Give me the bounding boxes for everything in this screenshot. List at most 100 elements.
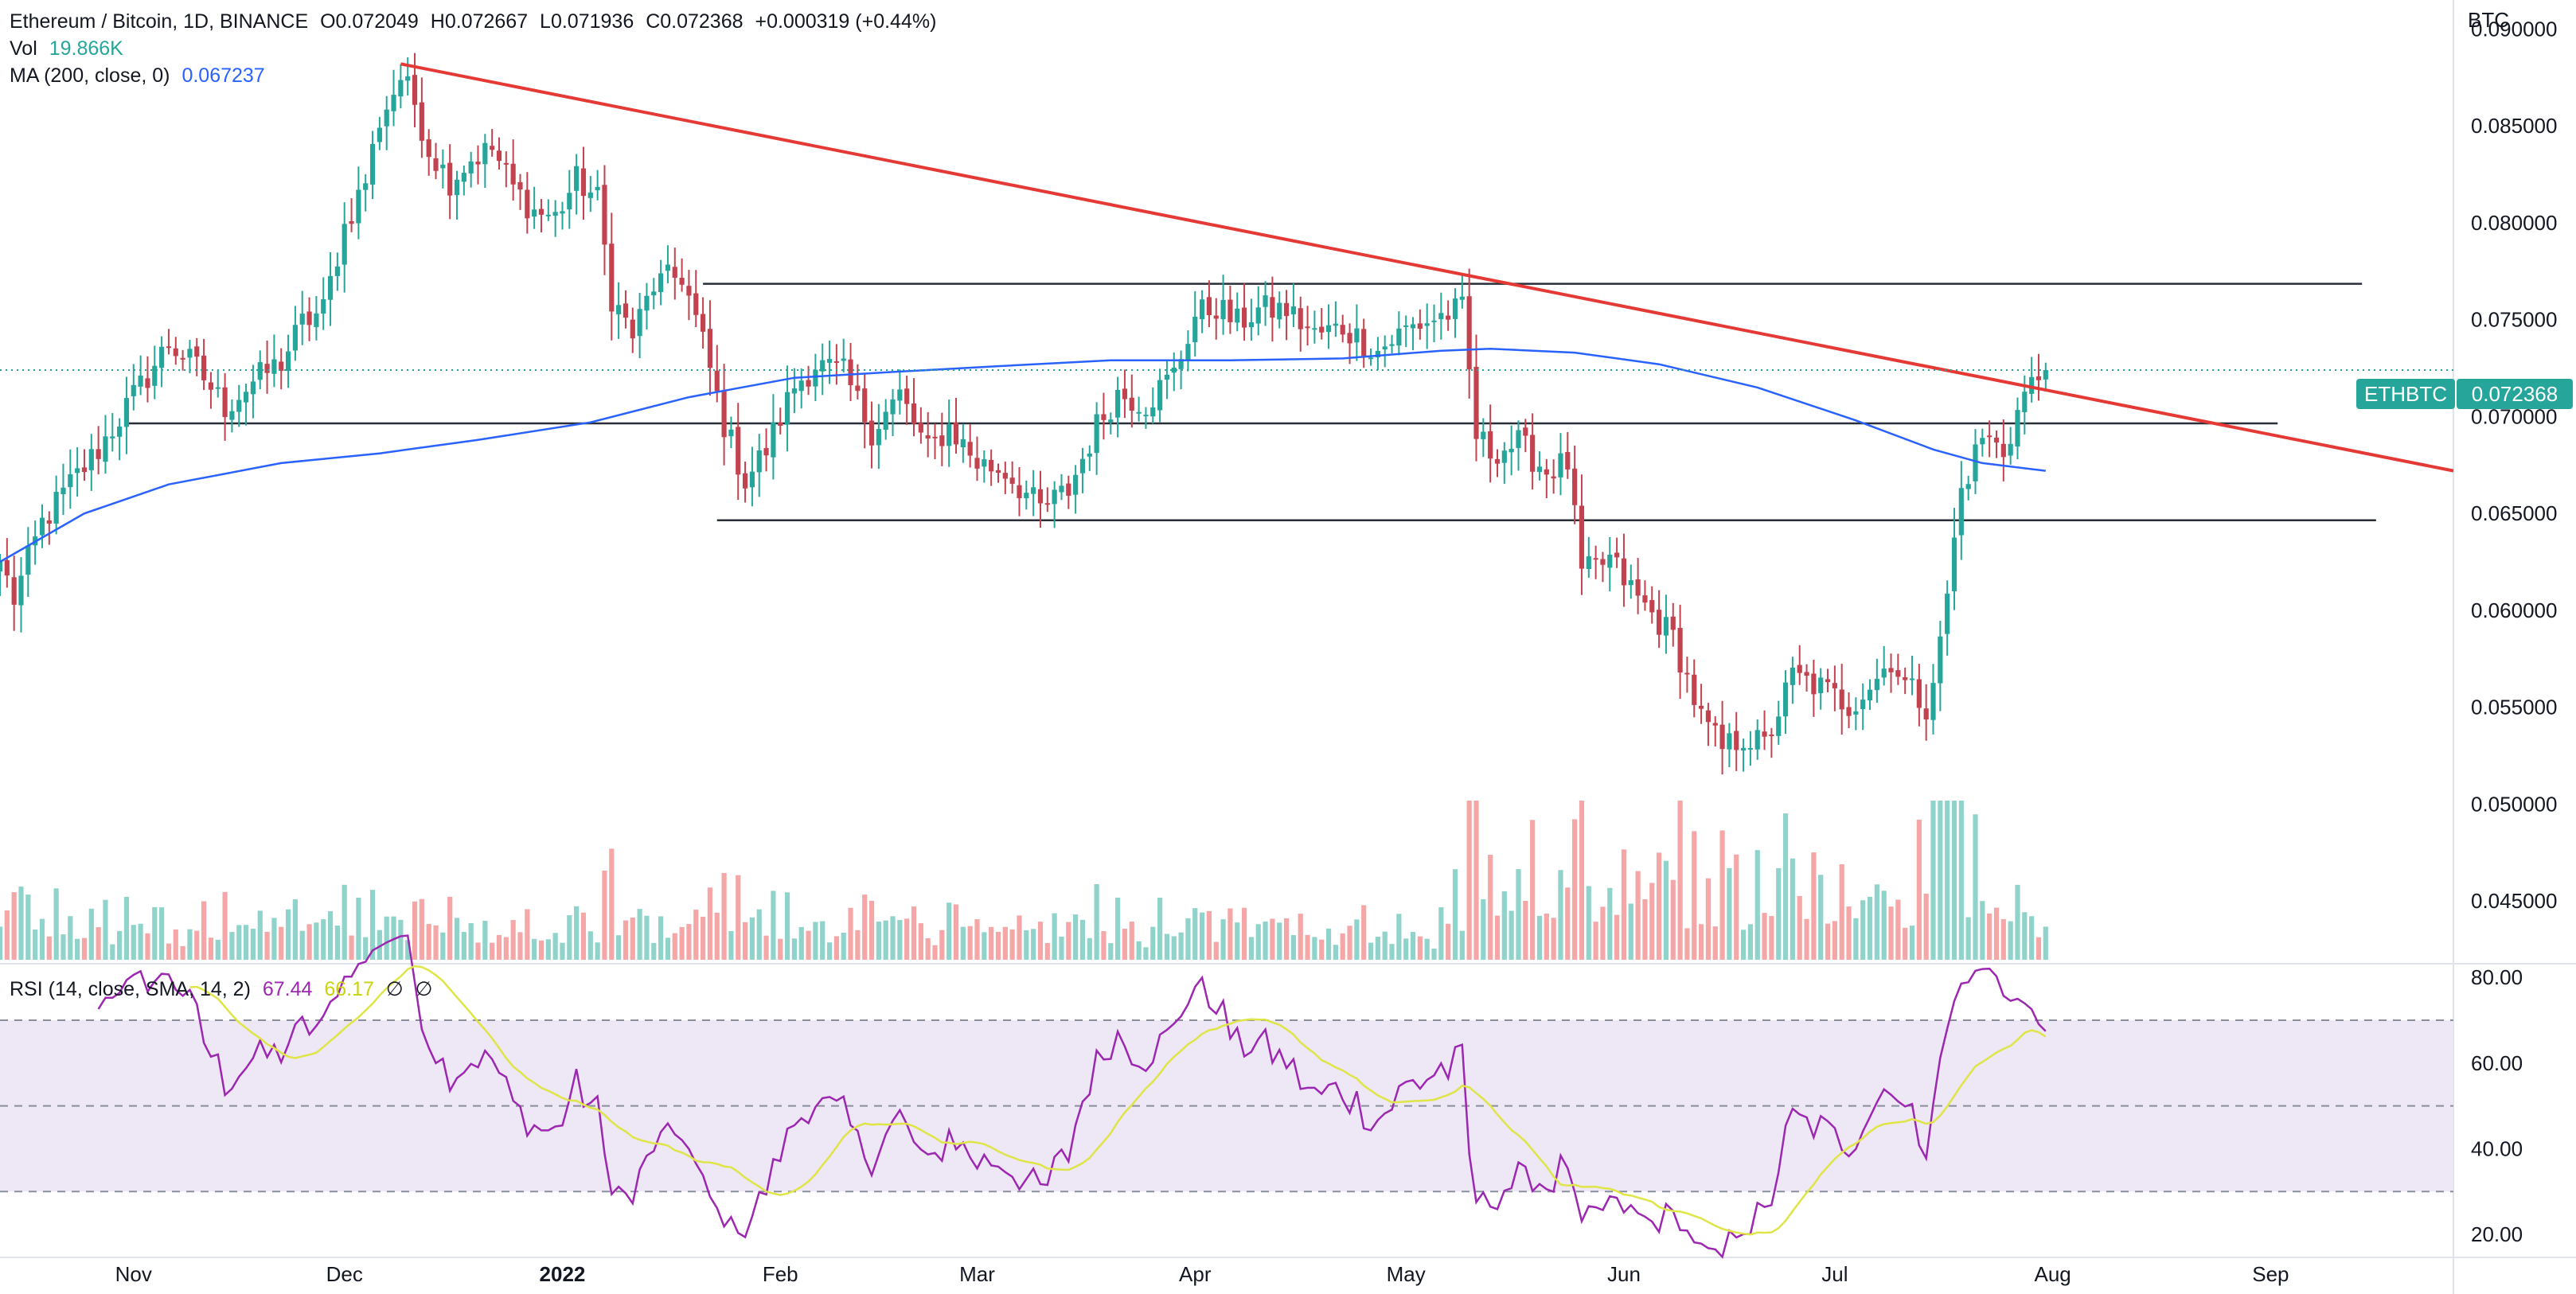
volume-bar <box>721 872 727 960</box>
volume-bar <box>1347 926 1352 960</box>
candle-body <box>482 142 488 165</box>
candle-body <box>1923 708 1929 720</box>
volume-bar <box>1860 900 1866 960</box>
candle-body <box>841 358 846 361</box>
candle-body <box>1108 419 1114 423</box>
candle-body <box>1551 476 1556 479</box>
candle-body <box>1727 733 1732 750</box>
candle-body <box>939 435 945 446</box>
volume-bar <box>53 888 59 960</box>
candle-body <box>2043 370 2048 380</box>
time-tick-label: Nov <box>115 1262 152 1286</box>
volume-bar <box>532 938 537 960</box>
volume-bar <box>2015 884 2020 960</box>
volume-bar <box>145 933 150 960</box>
volume-bar <box>1747 924 1753 960</box>
volume-bar <box>1424 938 1430 960</box>
candle-body <box>377 127 382 142</box>
volume-bar <box>194 930 200 960</box>
candle-body <box>1206 297 1212 315</box>
volume-bar <box>1375 937 1380 960</box>
volume-bar <box>552 933 558 960</box>
candle-body <box>1424 323 1430 326</box>
legend-rsi: RSI (14, close, SMA, 14, 2) 67.44 66.17 … <box>10 976 439 1003</box>
volume-bar <box>1396 914 1402 960</box>
volume-bar <box>468 922 474 960</box>
rsi-tick-label: 80.00 <box>2471 965 2523 989</box>
candle-body <box>883 411 888 431</box>
legend-high: H0.072667 <box>430 10 529 33</box>
volume-bar <box>848 907 853 960</box>
candle-body <box>623 303 629 318</box>
candle-body <box>1565 451 1571 470</box>
volume-bar <box>398 919 404 960</box>
candle-body <box>405 76 411 81</box>
volume-bar <box>236 925 242 960</box>
candle-body <box>25 545 31 575</box>
volume-bar <box>81 937 88 960</box>
volume-bar <box>1206 910 1212 960</box>
candle-body <box>1438 313 1444 320</box>
candle-body <box>1143 415 1149 417</box>
candle-body <box>250 381 256 395</box>
volume-bar <box>173 929 178 960</box>
candle-body <box>152 365 158 386</box>
candle-body <box>1965 484 1971 489</box>
volume-bar <box>960 926 966 960</box>
candle-body <box>1488 431 1493 459</box>
volume-bar <box>1452 869 1458 960</box>
volume-bar <box>967 926 973 960</box>
candle-body <box>1536 466 1543 473</box>
candle-body <box>103 436 108 462</box>
candle-body <box>560 211 565 214</box>
volume-bar <box>672 933 677 960</box>
volume-bar <box>1501 891 1507 960</box>
volume-bar <box>1228 908 1233 960</box>
volume-bar <box>1712 926 1718 960</box>
candle-body <box>1059 485 1064 493</box>
candle-body <box>1375 350 1380 358</box>
candle-body <box>1684 672 1690 675</box>
candle-body <box>1305 326 1310 329</box>
candle-body <box>714 370 720 392</box>
volume-bar <box>1586 886 1591 960</box>
candle-body <box>1452 298 1458 319</box>
candle-body <box>525 189 530 219</box>
volume-bar <box>1762 913 1767 960</box>
candle-body <box>1881 668 1887 678</box>
candle-body <box>468 161 474 173</box>
volume-bar <box>131 925 136 960</box>
volume-bar <box>75 938 80 960</box>
volume-bar <box>1129 922 1134 960</box>
candle-body <box>693 293 699 315</box>
volume-bar <box>890 916 896 960</box>
volume-bar <box>1839 864 1844 960</box>
candle-body <box>876 429 881 446</box>
candle-body <box>1298 308 1303 329</box>
volume-bar <box>1446 923 1451 960</box>
volume-bar <box>517 932 523 960</box>
legend-open: O0.072049 <box>320 10 419 33</box>
candle-body <box>595 186 600 191</box>
volume-bar <box>1002 926 1008 960</box>
candle-body <box>1079 458 1086 474</box>
volume-bar <box>974 919 980 960</box>
volume-bar <box>1719 830 1725 960</box>
volume-bar <box>68 916 73 960</box>
volume-bar <box>1579 801 1585 960</box>
candle-body <box>1066 483 1071 496</box>
candle-body <box>1945 593 1950 634</box>
candle-body <box>672 267 677 279</box>
candle-body <box>279 361 284 371</box>
candle-body <box>1290 306 1296 315</box>
volume-bar <box>736 875 741 960</box>
candle-body <box>630 319 635 339</box>
candle-body <box>1888 668 1894 672</box>
legend-rsi-ma-value: 66.17 <box>324 978 374 1000</box>
candle-body <box>1473 366 1479 439</box>
volume-bar <box>475 942 481 960</box>
candle-body <box>728 429 734 437</box>
volume-bar <box>1923 893 1929 960</box>
candle-body <box>201 355 207 380</box>
